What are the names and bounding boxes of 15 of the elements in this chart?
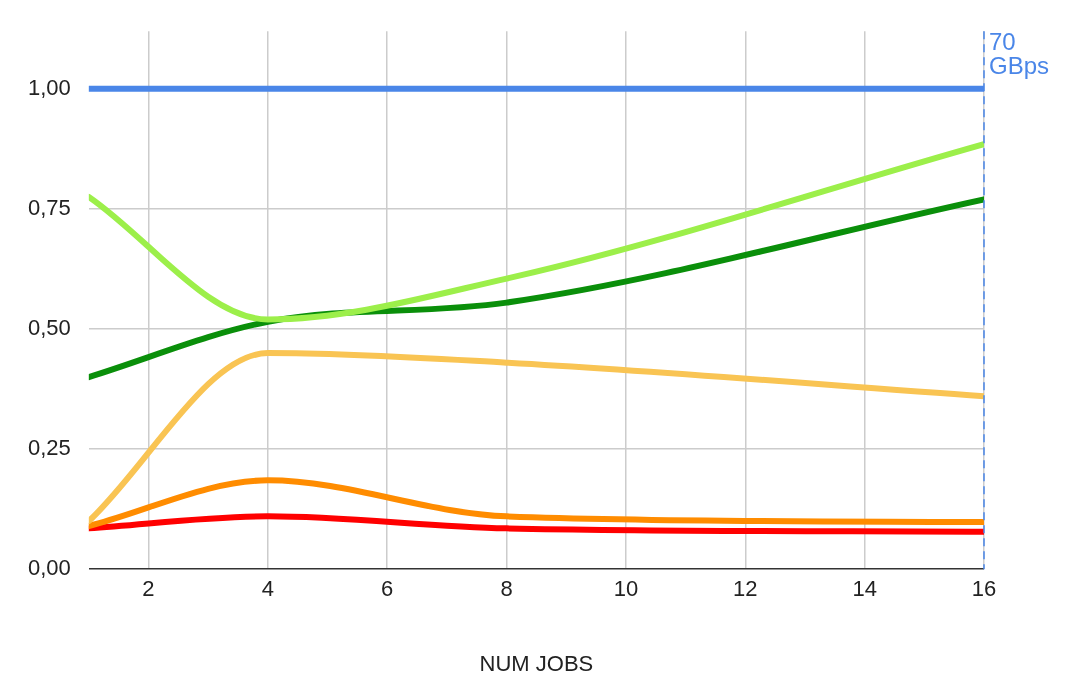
x-tick-label: 2 — [142, 576, 155, 602]
x-tick-label: 16 — [971, 576, 997, 602]
x-tick-label: 4 — [261, 576, 274, 602]
x-tick-label: 10 — [613, 576, 639, 602]
y-tick-label: 0,25 — [27, 435, 71, 461]
x-tick-label: 6 — [381, 576, 394, 602]
ref-line-label: 70 GBps — [989, 27, 1050, 79]
y-tick-label: 0,50 — [27, 315, 71, 341]
y-tick-label: 1,00 — [27, 74, 71, 100]
y-tick-label: 0,00 — [27, 555, 71, 581]
x-tick-label: 8 — [500, 576, 513, 602]
y-tick-label: 0,75 — [27, 194, 71, 220]
x-tick-label: 14 — [852, 576, 877, 602]
x-axis-title: NUM JOBS — [479, 650, 594, 676]
x-tick-label: 12 — [733, 576, 758, 602]
